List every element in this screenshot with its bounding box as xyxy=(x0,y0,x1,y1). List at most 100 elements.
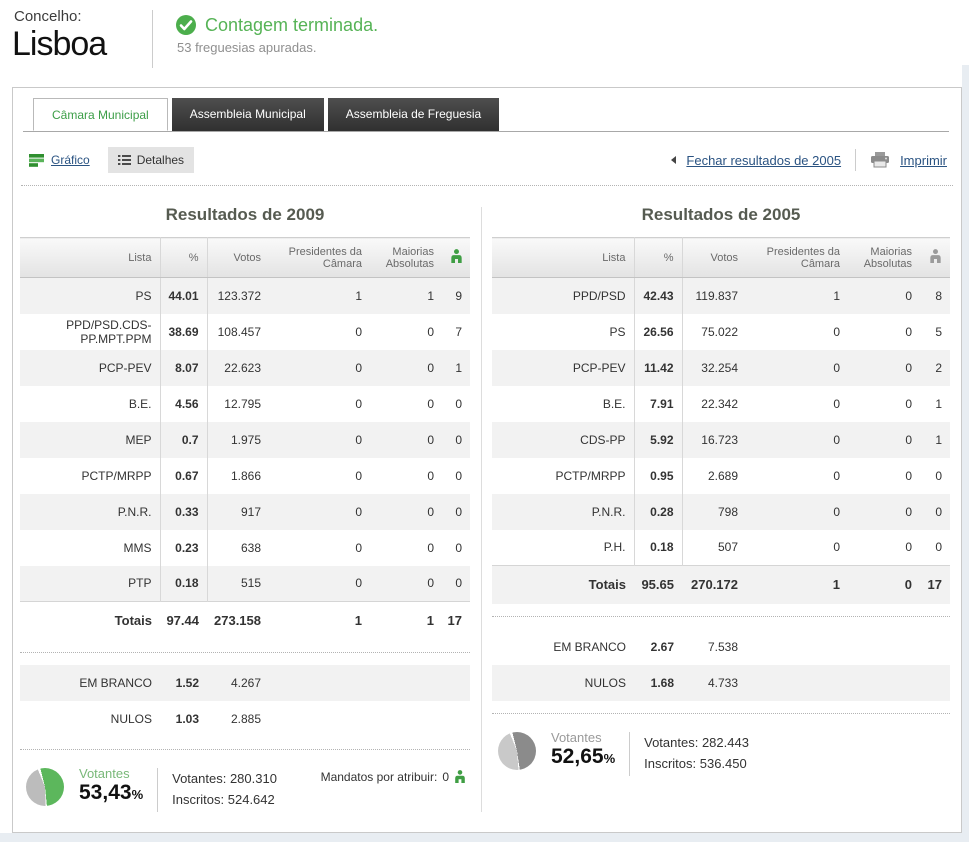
presidentes-cell: 0 xyxy=(746,421,848,458)
presidentes-cell: 0 xyxy=(746,493,848,530)
table-row: PCP-PEV 8.07 22.623 0 0 1 xyxy=(20,349,470,386)
presidentes-cell: 0 xyxy=(746,349,848,386)
table-row: PCTP/MRPP 0.95 2.689 0 0 0 xyxy=(492,457,950,494)
pct-cell: 2.67 xyxy=(650,639,674,654)
votos-cell: 22.623 xyxy=(207,349,269,386)
header-divider xyxy=(152,10,153,68)
list-icon xyxy=(117,154,131,166)
presidentes-cell: 0 xyxy=(269,349,370,386)
table-row: NULOS 1.03 2.885 xyxy=(20,701,470,737)
table-row: EM BRANCO 2.67 7.538 xyxy=(492,629,950,665)
votos-cell: 4.733 xyxy=(682,664,746,701)
pct-cell: 8.07 xyxy=(160,349,208,386)
table-row: CDS-PP 5.92 16.723 0 0 1 xyxy=(492,421,950,458)
lista-cell: NULOS xyxy=(110,711,152,726)
lista-cell: P.N.R. xyxy=(20,493,161,530)
lista-cell: B.E. xyxy=(20,385,161,422)
lista-cell: B.E. xyxy=(492,385,635,422)
mandatos-cell: 0 xyxy=(935,540,942,555)
presidentes-cell: 1 xyxy=(269,277,370,314)
results-2005-panel: Resultados de 2005 Lista % Votos Preside… xyxy=(492,193,950,812)
tab-assembleia-municipal[interactable]: Assembleia Municipal xyxy=(171,98,324,131)
votos-cell: 1.975 xyxy=(207,421,269,458)
maiorias-cell: 0 xyxy=(848,277,920,314)
presidentes-cell: 0 xyxy=(355,324,362,339)
results-2009-table: Lista % Votos Presidentes da Câmara Maio… xyxy=(20,237,470,640)
presidentes-cell: 0 xyxy=(269,493,370,530)
table-row: PCP-PEV 11.42 32.254 0 0 2 xyxy=(492,349,950,386)
pct-cell: 95.65 xyxy=(634,565,682,604)
lista-cell: PPD/PSD xyxy=(492,277,635,314)
table-row: PPD/PSD 42.43 119.837 1 0 8 xyxy=(492,277,950,314)
presidentes-cell: 1 xyxy=(746,565,848,604)
turnout-pie-chart xyxy=(498,731,536,770)
presidentes-cell: 0 xyxy=(833,396,840,411)
lista-cell: PCP-PEV xyxy=(492,349,635,386)
mandatos-cell: 0 xyxy=(442,493,470,530)
lista-cell: PTP xyxy=(20,565,161,602)
col-header-maiorias: Maiorias Absolutas xyxy=(848,237,920,278)
inscritos-count: Inscritos: 524.642 xyxy=(172,791,275,807)
presidentes-cell: 0 xyxy=(269,565,370,602)
grafico-link[interactable]: Gráfico xyxy=(51,153,90,167)
presidentes-cell: 0 xyxy=(269,421,370,458)
pct-cell: 0.95 xyxy=(634,457,683,494)
votantes-label: Votantes xyxy=(79,765,130,781)
page-title: Lisboa xyxy=(12,25,107,63)
table-row: NULOS 1.68 4.733 xyxy=(492,664,950,701)
pct-cell: 7.91 xyxy=(634,385,683,422)
table-header-row: Lista % Votos Presidentes da Câmara Maio… xyxy=(20,237,470,278)
tab-assembleia-de-freguesia[interactable]: Assembleia de Freguesia xyxy=(327,98,500,131)
votos-cell: 119.837 xyxy=(682,277,746,314)
mandatos-cell: 2 xyxy=(920,349,950,386)
table-row: P.N.R. 0.28 798 0 0 0 xyxy=(492,493,950,530)
table-header-row: Lista % Votos Presidentes da Câmara Maio… xyxy=(492,237,950,278)
maiorias-cell: 0 xyxy=(427,468,434,483)
lista-cell: Totais xyxy=(20,601,160,640)
mandatos-cell: 17 xyxy=(442,601,470,640)
maiorias-cell: 0 xyxy=(905,540,912,555)
votos-cell: 2.689 xyxy=(707,468,738,483)
totals-row: Totais 97.44 273.158 1 1 17 xyxy=(20,601,470,640)
filler-cell xyxy=(269,701,470,737)
inscritos-count: Inscritos: 536.450 xyxy=(644,755,747,771)
detalhes-label: Detalhes xyxy=(136,153,185,167)
votantes-percent: 53,43% xyxy=(79,780,144,804)
tab-camara-municipal[interactable]: Câmara Municipal xyxy=(33,98,168,131)
votos-cell: 273.158 xyxy=(207,601,269,640)
mandatos-cell: 0 xyxy=(455,468,462,483)
totals-separator xyxy=(492,615,950,617)
votos-cell: 638 xyxy=(240,540,261,555)
presidentes-cell: 0 xyxy=(355,468,362,483)
detalhes-button[interactable]: Detalhes xyxy=(107,147,195,173)
status-text: Contagem terminada. xyxy=(205,14,379,35)
concelho-label: Concelho: xyxy=(14,8,82,25)
grafico-link-group[interactable]: Gráfico xyxy=(29,153,90,167)
table-row: PTP 0.18 515 0 0 0 xyxy=(20,565,470,602)
presidentes-cell: 1 xyxy=(269,601,370,640)
table-row: B.E. 7.91 22.342 0 0 1 xyxy=(492,385,950,422)
mandatos-por-atribuir: Mandatos por atribuir: 0 xyxy=(321,766,470,784)
footer-separator xyxy=(20,748,470,750)
table-row: PCTP/MRPP 0.67 1.866 0 0 0 xyxy=(20,457,470,494)
imprimir-link[interactable]: Imprimir xyxy=(900,152,947,168)
lista-cell: PCTP/MRPP xyxy=(20,457,161,494)
col-header-presidentes: Presidentes da Câmara xyxy=(269,237,370,278)
votos-cell: 32.254 xyxy=(682,349,746,386)
results-panel: Câmara Municipal Assembleia Municipal As… xyxy=(12,87,962,833)
lista-cell: P.N.R. xyxy=(492,493,635,530)
votantes-label: Votantes xyxy=(551,729,602,745)
mandatos-cell: 9 xyxy=(442,277,470,314)
fechar-resultados-link[interactable]: Fechar resultados de 2005 xyxy=(686,152,842,168)
presidentes-cell: 1 xyxy=(746,277,848,314)
votos-cell: 798 xyxy=(682,493,746,530)
maiorias-cell: 0 xyxy=(905,324,912,339)
col-header-votos: Votos xyxy=(682,237,746,278)
table-row: P.H. 0.18 507 0 0 0 xyxy=(492,529,950,566)
pct-cell: 42.43 xyxy=(634,277,683,314)
lista-cell: PS xyxy=(20,277,161,314)
bar-chart-icon xyxy=(29,153,45,167)
lista-cell: EM BRANCO xyxy=(553,639,626,654)
votos-cell: 4.267 xyxy=(207,664,269,701)
pct-cell: 38.69 xyxy=(160,313,208,350)
